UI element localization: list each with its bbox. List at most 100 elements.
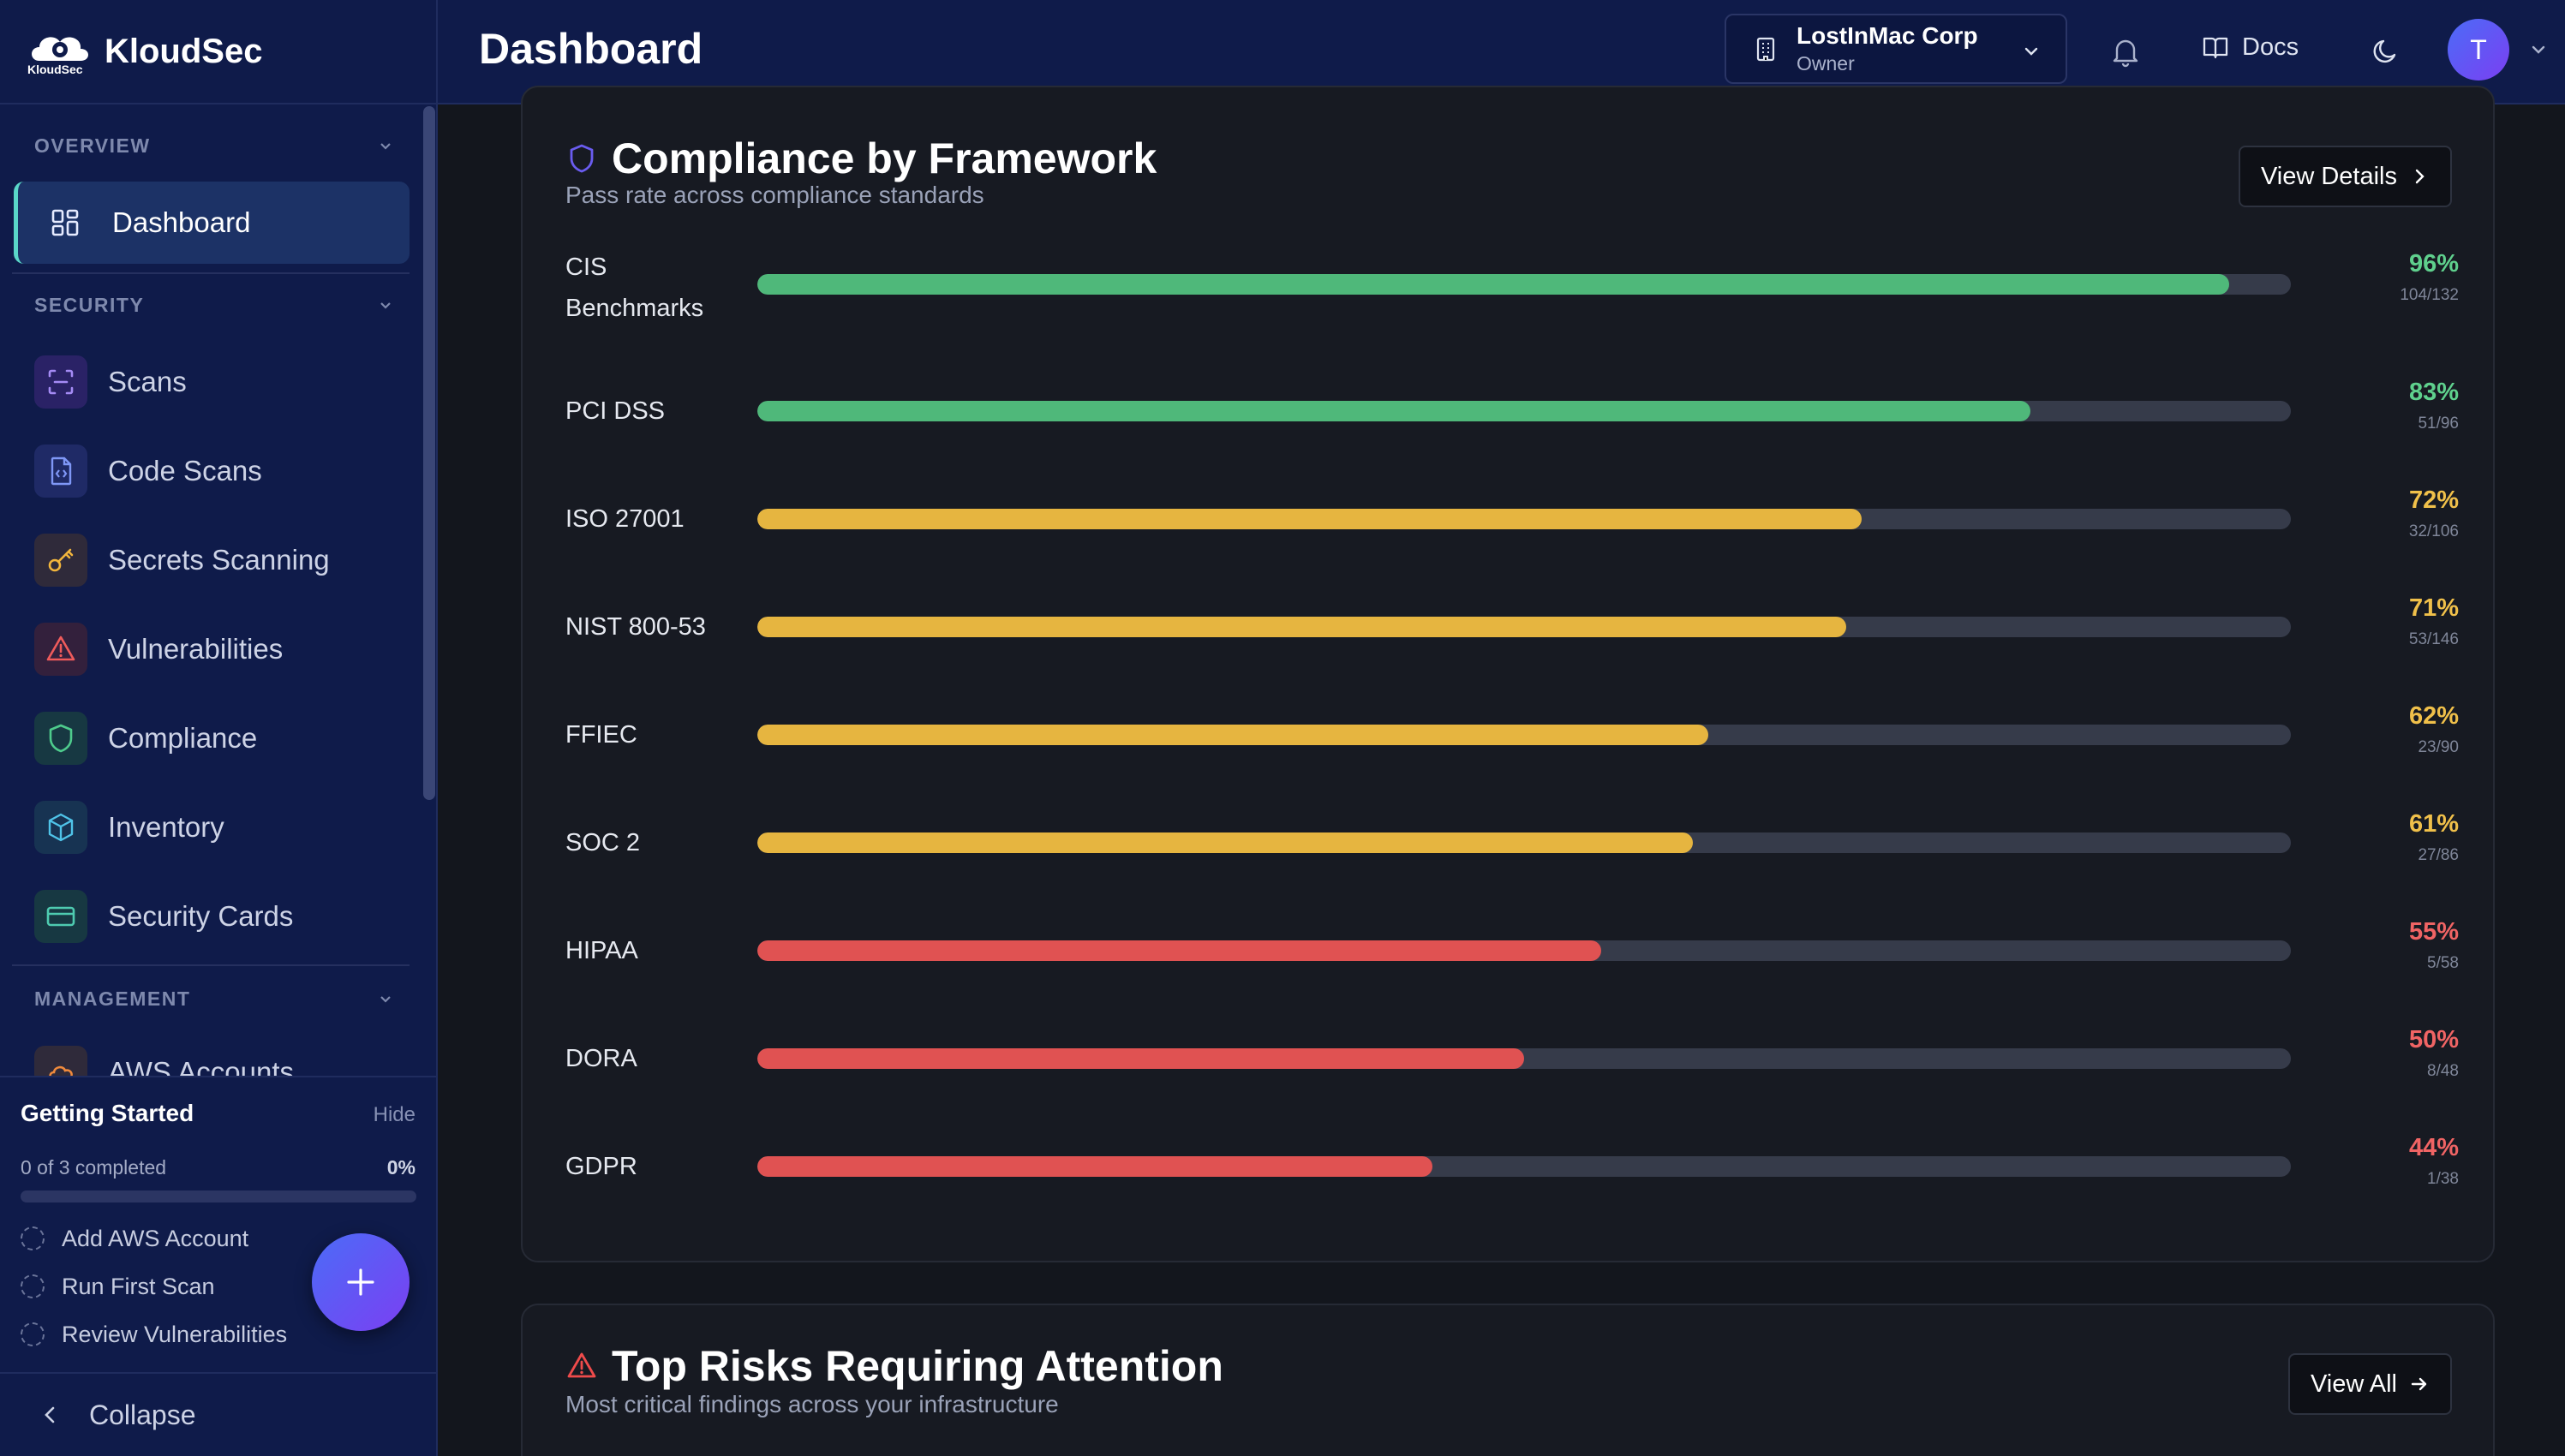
org-role: Owner	[1797, 52, 1855, 75]
framework-percent: 96%	[2408, 250, 2459, 277]
docs-link[interactable]: Docs	[2201, 33, 2299, 62]
divider	[12, 272, 410, 274]
scrollbar-thumb[interactable]	[423, 106, 435, 800]
framework-ratio: 51/96	[2418, 415, 2459, 433]
sidebar-item-compliance[interactable]: Compliance	[14, 697, 410, 779]
chevron-down-icon[interactable]	[2528, 39, 2549, 60]
shield-icon	[34, 712, 87, 765]
framework-progress-bar	[757, 832, 2291, 853]
avatar[interactable]: T	[2448, 19, 2509, 81]
task-run-first-scan[interactable]: Run First Scan	[21, 1269, 215, 1304]
section-management[interactable]: MANAGEMENT	[34, 982, 394, 1016]
sidebar-item-label: Scans	[108, 366, 187, 397]
framework-progress-bar	[757, 1048, 2291, 1069]
plus-icon	[347, 1268, 374, 1296]
framework-row[interactable]: CIS Benchmarks 96% 104/132	[565, 250, 2459, 344]
framework-row[interactable]: FFIEC 62% 23/90	[565, 699, 2459, 793]
framework-ratio: 32/106	[2408, 522, 2459, 540]
getting-started-progress	[21, 1190, 416, 1202]
framework-row[interactable]: DORA 50% 8/48	[565, 1023, 2459, 1117]
dashed-circle-icon	[21, 1322, 45, 1346]
compliance-title: Compliance by Framework	[612, 134, 1157, 182]
completion-count: 0 of 3 completed	[21, 1156, 167, 1179]
progress-fill	[757, 1048, 1524, 1069]
framework-percent: 72%	[2408, 486, 2459, 514]
arrow-right-icon	[2411, 1377, 2427, 1391]
progress-fill	[757, 725, 1708, 745]
section-security[interactable]: SECURITY	[34, 288, 394, 322]
framework-name: ISO 27001	[565, 505, 685, 533]
sidebar-item-secrets-scanning[interactable]: Secrets Scanning	[14, 519, 410, 601]
scan-icon	[34, 355, 87, 409]
task-label: Add AWS Account	[62, 1225, 249, 1251]
framework-percent: 62%	[2408, 702, 2459, 730]
sidebar-nav: OVERVIEW Dashboard SECURITY Scans Code S…	[0, 106, 425, 1076]
sidebar-item-label: Secrets Scanning	[108, 544, 330, 576]
kloudsec-logo: KloudSec	[26, 27, 93, 76]
sidebar-item-inventory[interactable]: Inventory	[14, 786, 410, 868]
framework-percent: 44%	[2408, 1134, 2459, 1161]
sidebar-item-scans[interactable]: Scans	[14, 341, 410, 423]
framework-row[interactable]: PCI DSS 83% 51/96	[565, 375, 2459, 469]
framework-progress-bar	[757, 509, 2291, 529]
framework-row[interactable]: HIPAA 55% 5/58	[565, 915, 2459, 1009]
view-all-button[interactable]: View All	[2287, 1353, 2452, 1415]
framework-row[interactable]: SOC 2 61% 27/86	[565, 807, 2459, 901]
top-risks-title: Top Risks Requiring Attention	[612, 1342, 1223, 1390]
hide-link[interactable]: Hide	[373, 1103, 416, 1126]
chevron-left-icon	[45, 1406, 55, 1423]
framework-percent: 61%	[2408, 810, 2459, 838]
framework-progress-bar	[757, 725, 2291, 745]
brand[interactable]: KloudSec KloudSec	[0, 0, 436, 104]
task-add-aws-account[interactable]: Add AWS Account	[21, 1221, 248, 1256]
sidebar-scrollbar[interactable]	[423, 106, 435, 1076]
section-overview[interactable]: OVERVIEW	[34, 128, 394, 163]
cube-icon	[34, 801, 87, 854]
framework-row[interactable]: NIST 800-53 71% 53/146	[565, 591, 2459, 685]
framework-name-line: CIS	[565, 254, 607, 281]
framework-progress-bar	[757, 274, 2291, 295]
divider	[12, 964, 410, 966]
framework-ratio: 53/146	[2408, 630, 2459, 648]
framework-ratio: 8/48	[2427, 1062, 2459, 1080]
task-label: Run First Scan	[62, 1273, 215, 1299]
dashed-circle-icon	[21, 1226, 45, 1250]
task-review-vulnerabilities[interactable]: Review Vulnerabilities	[21, 1317, 287, 1352]
framework-row[interactable]: GDPR 44% 1/38	[565, 1131, 2459, 1225]
view-details-button[interactable]: View Details	[2238, 146, 2452, 207]
bell-icon[interactable]	[2108, 34, 2143, 69]
framework-row[interactable]: ISO 27001 72% 32/106	[565, 483, 2459, 577]
sidebar-item-security-cards[interactable]: Security Cards	[14, 875, 410, 958]
section-label: OVERVIEW	[34, 134, 151, 157]
sidebar-item-label: Vulnerabilities	[108, 633, 284, 665]
progress-fill	[757, 274, 2230, 295]
section-label: MANAGEMENT	[34, 987, 191, 1010]
chevron-down-icon	[380, 302, 391, 309]
framework-name: HIPAA	[565, 937, 638, 964]
sidebar-item-code-scans[interactable]: Code Scans	[14, 430, 410, 512]
chevron-down-icon	[2024, 47, 2038, 56]
org-selector[interactable]: LostInMac Corp Owner	[1725, 14, 2067, 84]
moon-icon[interactable]	[2369, 34, 2403, 69]
getting-started-title: Getting Started	[21, 1100, 194, 1126]
sidebar-item-aws-accounts[interactable]: AWS Accounts	[14, 1031, 410, 1076]
framework-ratio: 5/58	[2427, 954, 2459, 972]
collapse-button[interactable]: Collapse	[0, 1372, 436, 1456]
grid-icon	[39, 196, 92, 249]
brand-name: KloudSec	[105, 32, 263, 70]
progress-fill	[757, 1156, 1432, 1177]
framework-name: NIST 800-53	[565, 613, 706, 641]
chevron-down-icon	[380, 143, 391, 150]
building-icon	[1756, 37, 1775, 62]
warning-icon	[34, 623, 87, 676]
framework-progress-bar	[757, 401, 2291, 421]
shield-icon	[570, 144, 594, 173]
sidebar-item-dashboard[interactable]: Dashboard	[14, 182, 410, 264]
sidebar-item-label: AWS Accounts	[108, 1056, 295, 1076]
framework-percent: 50%	[2408, 1026, 2459, 1053]
add-button[interactable]	[312, 1233, 410, 1331]
framework-name: CIS Benchmarks	[565, 247, 703, 329]
sidebar-item-label: Security Cards	[108, 900, 294, 932]
button-label: View All	[2310, 1369, 2397, 1398]
sidebar-item-vulnerabilities[interactable]: Vulnerabilities	[14, 608, 410, 690]
